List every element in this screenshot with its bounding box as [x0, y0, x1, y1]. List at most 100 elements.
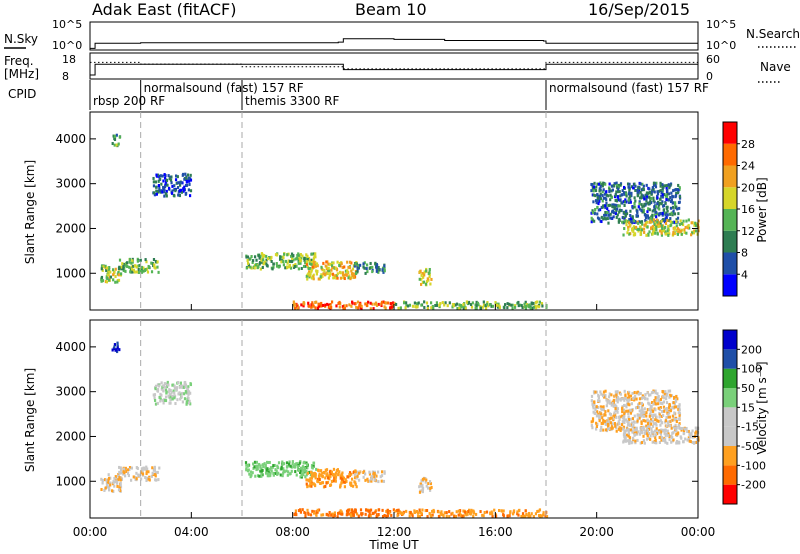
- velocity-cell-8-316: [611, 401, 614, 405]
- power-cell-10-78: [187, 188, 191, 192]
- power-cell-10-120: [176, 181, 179, 185]
- power-cell-8-97: [593, 187, 596, 191]
- velocity-cell-9-154: [670, 440, 673, 444]
- power-cell-8-435: [596, 196, 599, 200]
- velocity-cell-8-422: [605, 398, 608, 402]
- power-cell-9-82: [644, 223, 647, 227]
- power-cell-8-236: [604, 210, 607, 214]
- velocity-cell-1-46: [147, 470, 150, 474]
- velocity-cell-9-126: [631, 430, 634, 434]
- velocity-cell-2-129: [315, 467, 318, 471]
- velocity-cell-9-6: [658, 441, 662, 445]
- velocity-cell-9-3: [646, 432, 649, 436]
- velocity-cell-8-515: [621, 406, 624, 410]
- velocity-cell-0-18: [103, 478, 107, 482]
- power-cell-2-87: [297, 261, 300, 265]
- power-cell-8-53: [623, 191, 626, 195]
- velocity-cell-9-28: [625, 439, 629, 443]
- velocity-cell-9-112: [636, 438, 639, 442]
- power-cell-8-242: [597, 208, 600, 212]
- velocity-cell-8-441: [601, 421, 604, 425]
- power-cell-8-287: [645, 191, 649, 195]
- velocity-cell-11-1: [116, 346, 119, 350]
- ytick-label-3: 1000: [55, 474, 86, 488]
- power-cell-1-71: [132, 268, 136, 272]
- velocity-cell-6-69: [385, 514, 388, 518]
- power-cell-10-57: [173, 184, 176, 188]
- power-cell-8-150: [614, 212, 617, 216]
- power-ylabel: Slant Range [km]: [23, 160, 37, 264]
- power-cell-2-102: [275, 264, 279, 268]
- power-cell-9-33: [647, 232, 650, 236]
- power-cell-8-161: [638, 207, 641, 211]
- power-cell-8-339: [661, 186, 664, 190]
- power-cell-10-115: [183, 177, 186, 181]
- power-cell-9-42: [639, 233, 642, 237]
- power-cell-8-163: [675, 218, 678, 222]
- velocity-cell-7-118: [432, 508, 435, 512]
- velocity-cell-7-12: [517, 513, 520, 517]
- velocity-cell-8-153: [678, 404, 681, 408]
- velocity-cell-10-122: [162, 384, 165, 388]
- power-cell-0-39: [114, 275, 117, 279]
- velocity-cell-8-277: [643, 407, 646, 411]
- power-cell-8-261: [607, 194, 610, 198]
- velocity-cell-10-51: [180, 384, 183, 388]
- velocity-cell-2-134: [272, 464, 275, 468]
- ytick-label-2: 2000: [55, 221, 86, 235]
- velocity-cell-7-20: [527, 511, 531, 515]
- power-cell-9-136: [660, 224, 663, 228]
- velocity-cell-8-292: [593, 391, 596, 395]
- power-cell-6-40: [374, 302, 377, 306]
- cpid-segment-label-0: rbsp 200 RF: [93, 94, 165, 108]
- power-cell-10-81: [170, 181, 173, 185]
- power-cell-8-494: [656, 196, 659, 200]
- power-cell-8-509: [629, 220, 633, 224]
- velocity-cell-8-281: [657, 419, 660, 423]
- power-cell-8-34: [590, 220, 593, 224]
- power-cell-8-48: [661, 188, 664, 192]
- velocity-cell-10-81: [168, 388, 171, 392]
- power-cell-7-30: [482, 303, 486, 307]
- power-cell-7-78: [528, 303, 531, 307]
- velocity-cell-8-310: [595, 414, 599, 418]
- power-cell-4-30: [381, 268, 384, 272]
- power-cell-8-272: [631, 206, 634, 210]
- power-cell-3-97: [343, 277, 346, 281]
- power-cell-9-120: [667, 233, 670, 237]
- power-cell-10-94: [183, 185, 186, 189]
- power-cell-9-27: [656, 222, 660, 226]
- velocity-cell-8-501: [600, 421, 603, 425]
- velocity-cell-8-291: [608, 399, 611, 403]
- velocity-cell-8-446: [633, 391, 636, 395]
- velocity-cell-8-138: [640, 396, 643, 400]
- velocity-cell-9-108: [664, 438, 667, 442]
- velocity-cell-8-176: [616, 400, 619, 404]
- power-cell-9-157: [664, 232, 667, 236]
- velocity-cell-8-315: [601, 394, 605, 398]
- velocity-cell-3-81: [322, 470, 326, 474]
- velocity-cell-9-54: [647, 436, 651, 440]
- power-cell-8-499: [645, 197, 648, 201]
- velocity-cell-10-48: [187, 401, 191, 405]
- power-cell-3-95: [325, 260, 328, 264]
- velocity-cell-8-450: [602, 428, 605, 432]
- velocity-cell-8-350: [609, 421, 613, 425]
- velocity-cell-8-463: [615, 393, 618, 397]
- power-cell-6-69: [360, 306, 363, 310]
- velocity-cell-8-243: [621, 410, 624, 414]
- power-cell-7-38: [521, 306, 524, 310]
- power-cell-7-136: [517, 304, 520, 308]
- power-cell-6-58: [389, 302, 392, 306]
- velocity-cell-6-10: [304, 512, 307, 516]
- power-cell-3-55: [330, 268, 333, 272]
- power-cell-6-49: [327, 303, 331, 307]
- power-cell-8-247: [623, 192, 626, 196]
- power-cell-9-122: [638, 227, 641, 231]
- velocity-cell-1-72: [138, 474, 142, 478]
- velocity-cell-7-101: [467, 510, 470, 514]
- power-cell-1-21: [137, 267, 140, 271]
- power-cell-8-248: [672, 209, 675, 213]
- velocity-cell-2-64: [277, 461, 281, 465]
- power-cell-4-22: [362, 262, 365, 266]
